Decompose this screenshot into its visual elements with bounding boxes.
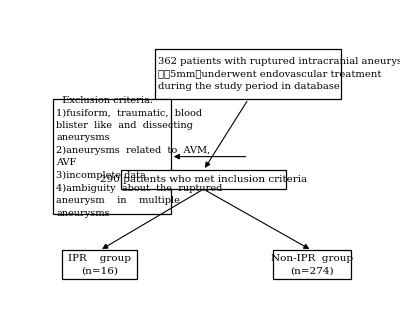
- Text: Exclusion criteria:
1)fusiform,  traumatic,  blood
blister  like  and  dissectin: Exclusion criteria: 1)fusiform, traumati…: [56, 96, 222, 218]
- Text: IPR    group
(n=16): IPR group (n=16): [68, 254, 131, 276]
- FancyBboxPatch shape: [53, 99, 171, 214]
- Text: 362 patients with ruptured intracranial aneurysms
（＜5mm）underwent endovascular t: 362 patients with ruptured intracranial …: [158, 57, 400, 91]
- FancyBboxPatch shape: [273, 251, 351, 279]
- FancyBboxPatch shape: [155, 49, 341, 99]
- FancyBboxPatch shape: [121, 170, 286, 189]
- Text: Non-IPR  group
(n=274): Non-IPR group (n=274): [271, 254, 353, 276]
- Text: 290 patients who met inclusion criteria: 290 patients who met inclusion criteria: [100, 175, 307, 184]
- FancyBboxPatch shape: [62, 251, 137, 279]
